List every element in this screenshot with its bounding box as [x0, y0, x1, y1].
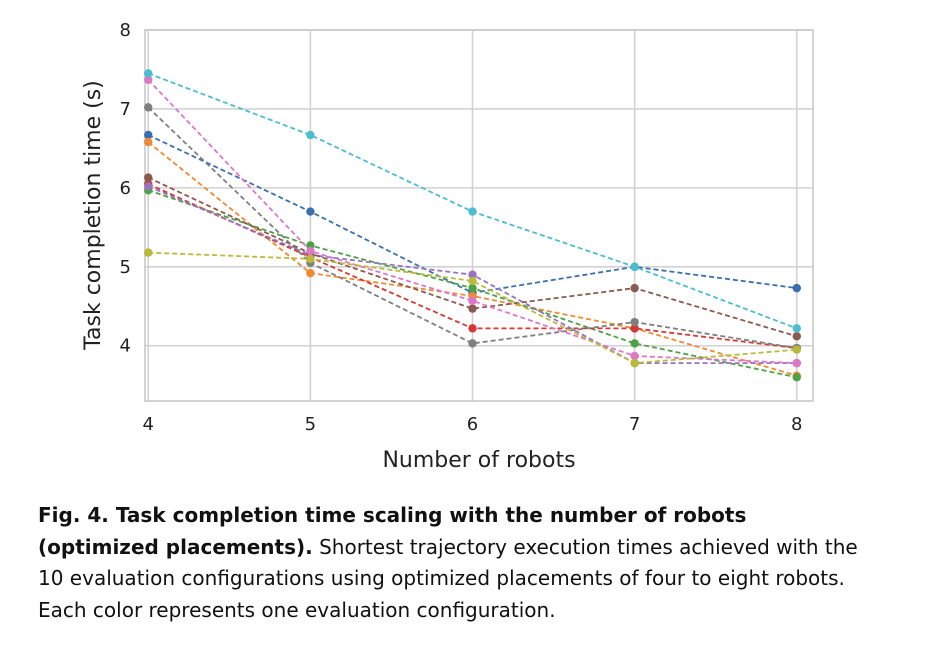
chart: 4 5 6 7 8 4 5 6 7 8 Number of robots Task comple… — [81, 20, 814, 473]
series-10-point — [792, 324, 801, 333]
series-9-point — [306, 254, 315, 264]
series-3-point — [630, 339, 639, 348]
series-3-point — [792, 373, 801, 382]
x-tick-label: 6 — [467, 414, 478, 435]
series-8-point — [468, 339, 477, 348]
x-tick-labels: 4 5 6 7 8 — [143, 414, 803, 435]
y-tick-label: 8 — [120, 20, 131, 41]
series-7-point — [306, 246, 315, 256]
y-tick-label: 6 — [120, 178, 131, 199]
series-6-point — [792, 332, 801, 341]
series-10-point — [468, 207, 477, 216]
series-6-line — [147, 176, 798, 338]
caption-text: Shortest trajectory execution times achi… — [38, 534, 858, 622]
series-10-point — [630, 262, 639, 272]
series-10 — [144, 69, 801, 333]
series-9-point — [792, 345, 801, 354]
series-3-point — [468, 283, 477, 293]
series-layer — [144, 69, 801, 382]
y-tick-label: 7 — [120, 99, 131, 120]
x-tick-label: 5 — [305, 414, 316, 435]
series-6-point — [630, 283, 639, 293]
series-4-point — [468, 324, 477, 333]
series-7 — [144, 75, 801, 368]
y-tick-label: 5 — [120, 257, 131, 278]
x-tick-label: 4 — [143, 414, 154, 435]
plot-frame — [144, 29, 814, 402]
series-8-line — [147, 106, 797, 349]
series-10-point — [144, 69, 153, 78]
x-axis-label: Number of robots — [382, 448, 575, 473]
series-1-point — [306, 207, 315, 216]
series-9-point — [468, 276, 477, 286]
series-9-point — [630, 358, 639, 368]
series-8-point — [630, 317, 639, 327]
caption-title: Fig. 4. Task completion time scaling wit… — [38, 503, 747, 559]
series-9-point — [144, 248, 153, 257]
series-7-point — [468, 296, 477, 305]
x-tick-label: 7 — [629, 414, 640, 435]
series-2-point — [306, 268, 315, 278]
y-tick-labels: 4 5 6 7 8 — [120, 20, 131, 357]
series-5-point — [144, 182, 153, 191]
x-tick-label: 8 — [791, 414, 802, 435]
series-7-point — [792, 358, 801, 368]
series-8-point — [144, 103, 153, 112]
series-9-line — [148, 251, 797, 365]
y-tick-label: 4 — [120, 336, 131, 357]
series-1-point — [792, 283, 801, 293]
series-7-point — [630, 351, 639, 361]
series-6-point — [144, 173, 153, 182]
plot-area — [145, 30, 813, 401]
series-5-point — [468, 270, 477, 279]
series-2-point — [144, 137, 153, 147]
series-1-point — [144, 130, 153, 140]
series-6-point — [468, 304, 477, 313]
series-4-point — [630, 324, 639, 333]
series-10-point — [306, 130, 315, 140]
figure-caption: Fig. 4. Task completion time scaling wit… — [38, 500, 868, 626]
y-axis-label: Task completion time (s) — [81, 80, 106, 351]
series-9 — [144, 248, 801, 368]
series-7-point — [144, 75, 153, 84]
